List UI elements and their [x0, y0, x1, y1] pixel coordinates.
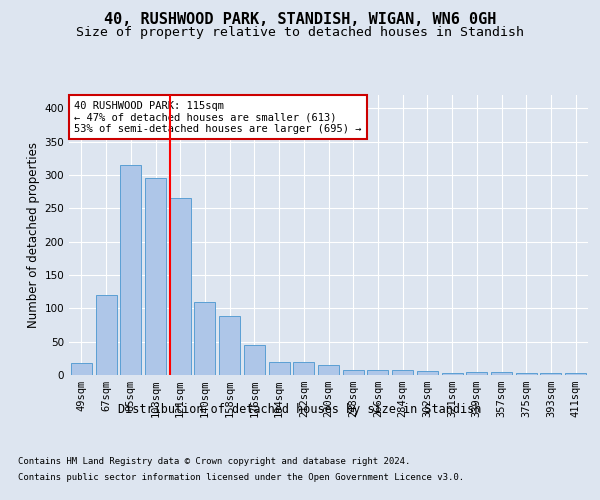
- Bar: [466, 372, 487, 375]
- Text: Distribution of detached houses by size in Standish: Distribution of detached houses by size …: [118, 402, 482, 415]
- Bar: [95, 295, 116, 375]
- Bar: [541, 373, 562, 375]
- Bar: [145, 178, 166, 375]
- Bar: [516, 373, 537, 375]
- Text: Contains public sector information licensed under the Open Government Licence v3: Contains public sector information licen…: [18, 472, 464, 482]
- Bar: [343, 370, 364, 375]
- Y-axis label: Number of detached properties: Number of detached properties: [27, 142, 40, 328]
- Text: 40, RUSHWOOD PARK, STANDISH, WIGAN, WN6 0GH: 40, RUSHWOOD PARK, STANDISH, WIGAN, WN6 …: [104, 12, 496, 28]
- Bar: [367, 370, 388, 375]
- Bar: [269, 362, 290, 375]
- Bar: [244, 345, 265, 375]
- Bar: [392, 370, 413, 375]
- Bar: [120, 165, 141, 375]
- Bar: [565, 373, 586, 375]
- Bar: [293, 362, 314, 375]
- Bar: [417, 371, 438, 375]
- Bar: [194, 302, 215, 375]
- Text: Contains HM Land Registry data © Crown copyright and database right 2024.: Contains HM Land Registry data © Crown c…: [18, 458, 410, 466]
- Bar: [71, 363, 92, 375]
- Bar: [170, 198, 191, 375]
- Bar: [318, 365, 339, 375]
- Bar: [491, 372, 512, 375]
- Bar: [442, 373, 463, 375]
- Text: 40 RUSHWOOD PARK: 115sqm
← 47% of detached houses are smaller (613)
53% of semi-: 40 RUSHWOOD PARK: 115sqm ← 47% of detach…: [74, 100, 362, 134]
- Text: Size of property relative to detached houses in Standish: Size of property relative to detached ho…: [76, 26, 524, 39]
- Bar: [219, 316, 240, 375]
